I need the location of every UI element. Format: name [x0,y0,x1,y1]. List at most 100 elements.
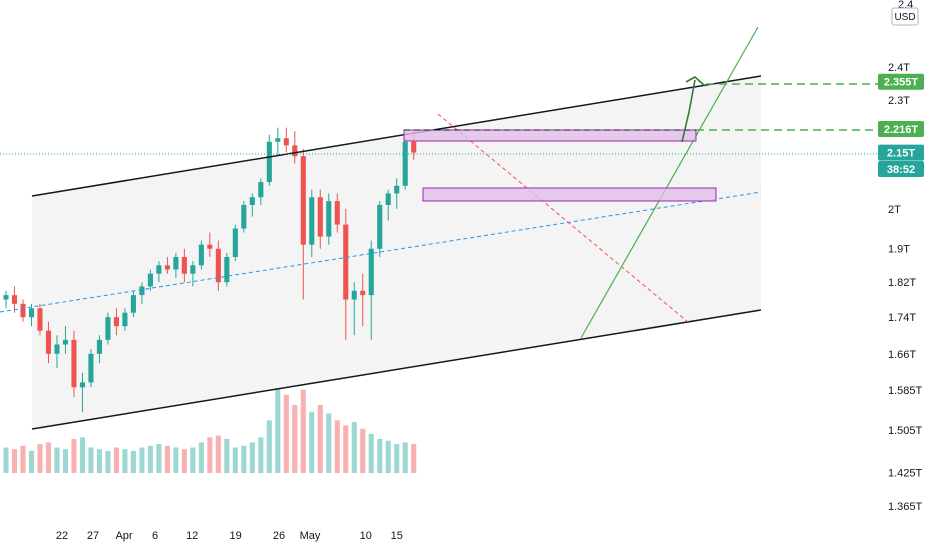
candle-body [334,201,340,225]
channel-layer [32,76,761,429]
price-tick-label: 2.3T [888,95,910,107]
volume-bar [11,449,18,473]
volume-bar [334,420,340,473]
volume-bar [241,445,247,473]
volume-bar [224,439,230,473]
volume-bar [249,442,255,473]
price-tick-label: 1.74T [888,312,916,324]
candle-body [258,182,264,198]
volume-bar [377,439,383,473]
channel-upper-line[interactable] [31,75,762,197]
volume-bar [88,447,94,473]
resistance-zone[interactable] [403,129,697,142]
volume-bar [20,445,26,473]
candle-body [326,201,332,237]
channel-lower-line[interactable] [31,309,762,430]
candle-body [3,295,9,300]
candle-body [28,308,35,318]
badge-layer: 2.355T 2.216T 2.15T 38:52 [878,73,924,178]
support-zone[interactable] [422,187,717,202]
time-tick-label: 19 [229,530,241,542]
volume-bar [215,435,221,473]
candle-body [241,204,247,229]
price-tick-top: 2.4 [898,0,913,11]
volume-bar [190,447,196,473]
volume-bar [62,449,69,473]
overlay-layer [0,26,878,430]
price-tick-label: 2T [888,204,901,216]
volume-bar [317,405,323,473]
currency-label: USD [894,12,915,23]
candle-body [54,344,60,354]
volume-bar [122,449,128,473]
candle-body [224,256,230,283]
candle-layer [3,127,417,413]
time-tick-label: May [300,530,321,542]
price-tick-label: 1.425T [888,468,923,480]
volume-bar [164,445,170,473]
downtrend-line[interactable] [437,113,689,323]
time-tick-label: 22 [56,530,68,542]
candle-body [385,193,391,205]
volume-bar [232,447,238,473]
volume-bar [292,405,298,473]
price-tick-label: 1.505T [888,425,923,437]
currency-box[interactable] [891,7,919,26]
candle-body [411,141,417,153]
candle-body [45,330,52,354]
volume-bar [300,389,306,473]
volume-bar [343,425,349,473]
volume-bar [309,411,315,473]
volume-bar [266,420,272,473]
volume-bar [147,445,153,473]
volume-bar [79,437,85,473]
candle-body [62,339,69,345]
candle-body [88,353,94,383]
price-badge [878,144,924,161]
candle-body [292,145,298,157]
candle-body [181,256,187,274]
candle-body [71,339,77,388]
projection-arrow[interactable] [681,79,696,143]
candle-body [113,317,119,327]
price-tick-label: 1.66T [888,349,916,361]
channel-midline[interactable] [0,191,762,313]
candle-body [11,295,18,304]
candle-body [20,303,26,318]
price-badge [878,73,924,90]
projection-arrowhead [685,76,706,87]
volume-bar [326,413,332,473]
uptrend-line[interactable] [580,26,759,339]
candle-body [139,286,145,296]
volume-bar [411,444,417,473]
time-tick-label: 15 [391,530,403,542]
candle-body [190,265,196,274]
candle-body [96,339,102,354]
volume-bar [394,444,400,473]
price-badge [878,121,924,138]
price-badge-text: 2.355T [884,77,919,89]
candle-body [351,290,357,300]
candle-body [198,244,204,266]
price-badge-text: 38:52 [887,164,915,176]
candle-body [215,248,221,283]
price-axis[interactable]: 2.4 USD 2.4T 2.3T 2T 1.9T 1.82T 1.74T 1.66T 1.5… [888,0,923,513]
volume-bar [368,433,374,473]
candle-body [122,312,128,327]
volume-bar [37,444,43,473]
price-tick-label: 2.4T [888,62,910,74]
candle-body [360,290,366,296]
volume-layer [3,388,417,473]
time-tick-label: Apr [115,530,132,542]
candle-body [207,244,213,249]
price-badge-text: 2.216T [884,124,919,136]
volume-bar [105,450,111,473]
price-badge [878,161,924,178]
candle-body [275,138,281,142]
time-axis[interactable]: 22 27 Apr 6 12 19 26 May 10 15 [56,530,403,542]
candle-body [249,197,255,205]
candle-body [368,248,374,296]
volume-bar [139,447,145,473]
volume-bar [258,437,264,473]
